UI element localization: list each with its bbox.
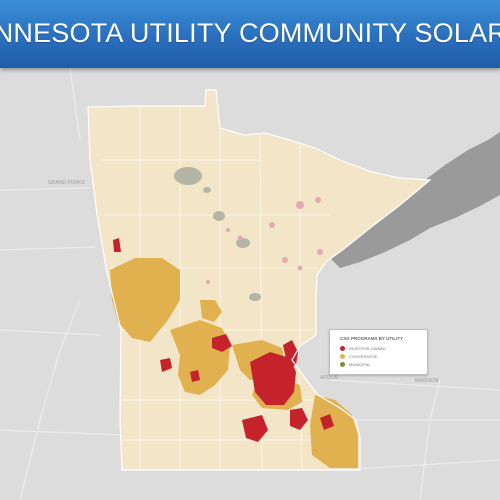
- legend-item-investor-owned: INVESTOR-OWNED: [340, 345, 386, 351]
- cooperative-swatch: [340, 353, 345, 359]
- municipal-areas: [206, 197, 323, 284]
- investor-owned-regions: [113, 238, 334, 442]
- municipal-swatch: [340, 361, 345, 367]
- legend-item-cooperative: COOPERATIVE: [340, 353, 378, 359]
- legend-title: CSG PROGRAMS BY UTILITY: [340, 336, 404, 341]
- title-banner: INNESOTA UTILITY COMMUNITY SOLAR PRO: [0, 0, 500, 68]
- minnesota-map: [0, 68, 500, 500]
- legend-label: INVESTOR-OWNED: [349, 345, 387, 351]
- west-city-label: GRAND FORKS: [48, 180, 85, 186]
- legend: CSG PROGRAMS BY UTILITY INVESTOR-OWNED C…: [329, 329, 428, 375]
- legend-label: COOPERATIVE: [349, 353, 378, 359]
- page-title: INNESOTA UTILITY COMMUNITY SOLAR PRO: [0, 18, 500, 48]
- lakes: [174, 167, 261, 301]
- investor-owned-swatch: [340, 345, 345, 351]
- madison-label: MADISON: [415, 378, 439, 384]
- legend-item-municipal: MUNICIPAL: [340, 361, 370, 367]
- basemap-roads: [0, 68, 500, 500]
- minneapolis-label: APOLIS: [320, 375, 339, 381]
- lake-superior: [330, 132, 500, 268]
- legend-label: MUNICIPAL: [349, 361, 371, 367]
- state-border: [87, 89, 432, 471]
